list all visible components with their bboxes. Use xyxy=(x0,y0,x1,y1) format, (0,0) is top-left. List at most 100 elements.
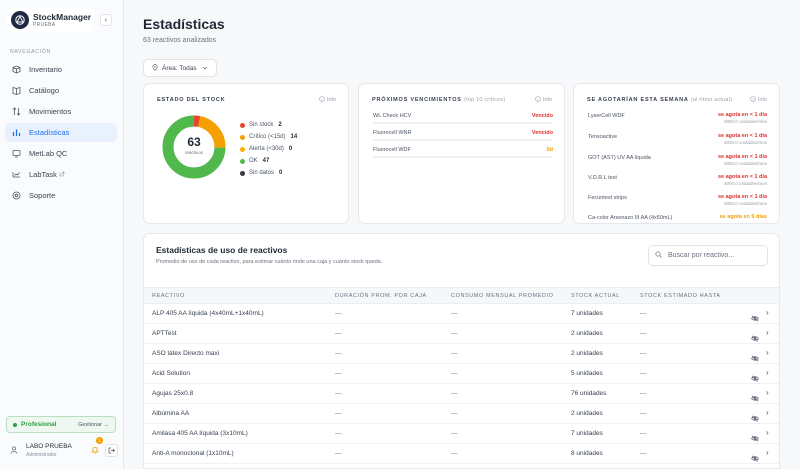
bell-icon[interactable]: 1 xyxy=(91,437,103,459)
chevron-right-icon[interactable]: › xyxy=(766,428,769,437)
user-icon[interactable] xyxy=(10,441,18,459)
column-header-stock-actual[interactable]: STOCK ACTUAL xyxy=(571,293,620,299)
chevron-right-icon[interactable]: › xyxy=(766,308,769,317)
info-button[interactable]: Info xyxy=(750,96,767,104)
sidebar-item-inventario[interactable]: Inventario xyxy=(5,60,117,79)
chevron-right-icon[interactable]: › xyxy=(766,408,769,417)
legend-dot xyxy=(240,134,245,140)
chevron-right-icon[interactable]: › xyxy=(766,368,769,377)
table-row[interactable]: Albúmina AA — — 2 unidades — › xyxy=(144,404,779,427)
runout-rate: 3000.0 unidades/mes xyxy=(723,181,767,186)
cell-name: ASO látex Directo maxi xyxy=(152,350,220,357)
app-env: PRUEBA xyxy=(33,21,56,28)
sidebar-item-estadisticas[interactable]: Estadísticas xyxy=(5,123,117,142)
table-row[interactable]: Anti-A monoclonal (1x10mL) — — 8 unidades — › xyxy=(144,444,779,467)
expiration-item[interactable]: Fluorocell WDF 0d xyxy=(373,147,553,158)
cell-name: APTTest xyxy=(152,330,177,337)
column-header-duracion[interactable]: DURACIÓN PROM. POR CAJA xyxy=(335,293,427,299)
page-title: Estadísticas xyxy=(143,16,225,32)
runout-rate: 3000.0 unidades/mes xyxy=(723,140,767,145)
column-header-reactivo[interactable]: REACTIVO xyxy=(152,293,185,299)
user-role: Administrador xyxy=(26,451,57,458)
donut-slice-3[interactable] xyxy=(162,115,226,179)
table-row[interactable]: Agujas 25x0.8 — — 76 unidades — › xyxy=(144,384,779,407)
logout-button[interactable] xyxy=(105,443,118,457)
info-button[interactable]: Info xyxy=(535,96,552,104)
table-row[interactable]: APTTest — — 2 unidades — › xyxy=(144,324,779,347)
expiration-status: Vencido xyxy=(531,130,553,136)
sidebar-item-movimientos[interactable]: Movimientos xyxy=(5,102,117,121)
chevron-right-icon[interactable]: › xyxy=(766,328,769,337)
plan-status-dot xyxy=(13,422,17,427)
cell-until: — xyxy=(640,410,647,417)
donut-slice-0[interactable] xyxy=(193,115,201,127)
cell-stock: 7 unidades xyxy=(571,310,603,317)
donut-total: 63 xyxy=(187,135,201,149)
cell-duration: — xyxy=(335,450,342,457)
card-title: PRÓXIMOS VENCIMIENTOS (top 10 críticos) xyxy=(372,97,506,103)
legend-item-sin-datos: Sin datos 0 xyxy=(240,169,282,177)
main-content: Estadísticas 63 reactivos analizados Áre… xyxy=(124,0,800,469)
search-input[interactable]: Buscar por reactivo... xyxy=(668,252,735,259)
hide-icon[interactable] xyxy=(751,389,759,407)
table-row[interactable]: ALP 405 AA líquida (4x40mL+1x40mL) — — 7 un… xyxy=(144,304,779,327)
sidebar-item-metlab-qc[interactable]: MetLab QC xyxy=(5,144,117,163)
search-field[interactable]: Buscar por reactivo... xyxy=(648,245,768,266)
donut-slice-1[interactable] xyxy=(197,116,226,148)
chevron-down-icon xyxy=(202,65,208,72)
hide-icon[interactable] xyxy=(751,369,759,387)
hide-icon[interactable] xyxy=(751,309,759,327)
cell-duration: — xyxy=(335,350,342,357)
runout-item[interactable]: GOT (AST) UV AA líquida se agota en < 1 … xyxy=(588,154,767,166)
expiration-item[interactable]: WL Check HCV Vencido xyxy=(373,113,553,124)
card-title: SE AGOTARÍAN ESTA SEMANA (al ritmo actua… xyxy=(587,97,733,103)
info-button[interactable]: Info xyxy=(319,96,336,104)
runout-item[interactable]: LyserCell WDF se agota en < 1 día 3000.0… xyxy=(588,112,767,124)
hide-icon[interactable] xyxy=(751,329,759,347)
runout-item[interactable]: Fecuntest strips se agota en < 1 día 300… xyxy=(588,194,767,206)
column-header-consumo[interactable]: CONSUMO MENSUAL PROMEDIO xyxy=(451,293,554,299)
brand[interactable]: StockManager PRUEBA xyxy=(7,8,94,32)
cell-until: — xyxy=(640,350,647,357)
box-icon xyxy=(11,65,21,74)
runout-item[interactable]: Ca-color Arsenazo III AA (4x50mL) se ago… xyxy=(588,214,767,221)
legend-item-sin-stock: Sin stock 2 xyxy=(240,121,282,129)
sidebar-item-label: Inventario xyxy=(29,65,62,74)
cell-until: — xyxy=(640,370,647,377)
sidebar-item-labtask[interactable]: LabTask xyxy=(5,165,117,184)
collapse-sidebar-button[interactable]: ‹ xyxy=(100,14,112,26)
cell-stock: 2 unidades xyxy=(571,350,603,357)
runout-status: se agota en < 1 día xyxy=(717,133,767,139)
cell-stock: 2 unidades xyxy=(571,330,603,337)
stock-status-card: ESTADO DEL STOCK Info 63 reactivos Sin s… xyxy=(143,83,349,224)
monitor-icon xyxy=(11,149,21,158)
table-header: REACTIVO DURACIÓN PROM. POR CAJA CONSUMO… xyxy=(144,287,779,304)
runout-item[interactable]: V.D.R.L test se agota en < 1 día 3000.0 … xyxy=(588,174,767,186)
hide-icon[interactable] xyxy=(751,409,759,427)
table-row[interactable]: Acid Solution — — 5 unidades — › xyxy=(144,364,779,387)
chevron-right-icon[interactable]: › xyxy=(766,348,769,357)
runout-item[interactable]: Tensoactive se agota en < 1 día 3000.0 u… xyxy=(588,133,767,145)
sidebar-item-soporte[interactable]: Soporte xyxy=(5,186,117,205)
area-filter-select[interactable]: Área: Todas xyxy=(143,59,217,77)
chevron-right-icon[interactable]: › xyxy=(766,448,769,457)
hide-icon[interactable] xyxy=(751,449,759,467)
hide-icon[interactable] xyxy=(751,349,759,367)
expiration-bar xyxy=(373,139,553,141)
cell-name: Albúmina AA xyxy=(152,410,190,417)
stock-donut-chart xyxy=(162,115,226,179)
sidebar-item-catalogo[interactable]: Catálogo xyxy=(5,81,117,100)
logout-icon xyxy=(108,447,115,453)
column-header-stock-estimado[interactable]: STOCK ESTIMADO HASTA xyxy=(640,293,721,299)
area-filter-value: Área: Todas xyxy=(162,64,197,72)
manage-plan-link[interactable]: Gestionar → xyxy=(78,421,109,428)
expiration-item[interactable]: Fluorocell WNR Vencido xyxy=(373,130,553,141)
table-row[interactable]: ASO látex Directo maxi — — 2 unidades — › xyxy=(144,344,779,367)
cell-until: — xyxy=(640,390,647,397)
legend-dot xyxy=(240,122,245,128)
runout-rate: 3000.0 unidades/mes xyxy=(723,201,767,206)
hide-icon[interactable] xyxy=(751,429,759,447)
table-row[interactable]: Amilasa 405 AA líquida (3x10mL) — — 7 unida… xyxy=(144,424,779,447)
cell-monthly: — xyxy=(451,430,458,437)
chevron-right-icon[interactable]: › xyxy=(766,388,769,397)
